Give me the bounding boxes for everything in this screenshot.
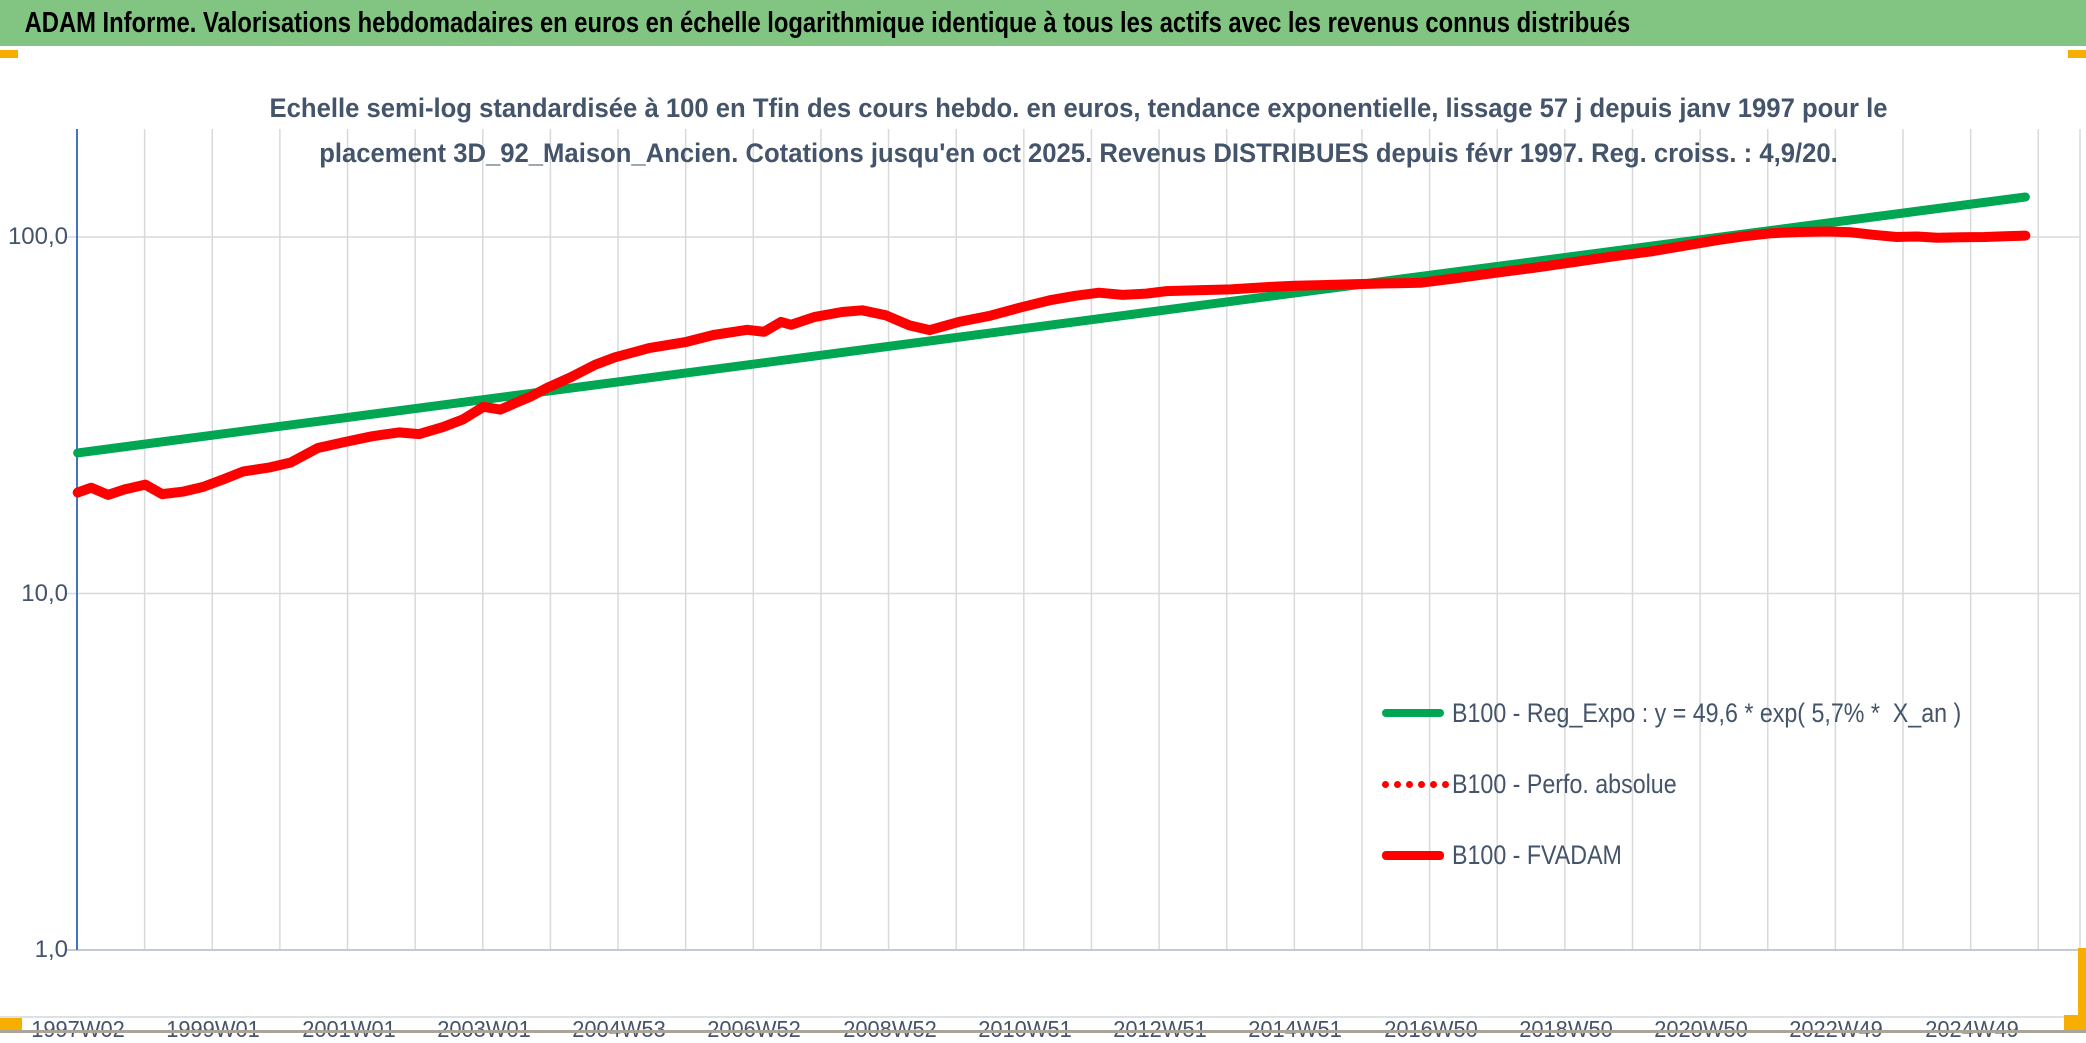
y-tick-label: 100,0 xyxy=(7,223,68,250)
orange-strip-right xyxy=(2078,948,2086,1016)
chart-title-line2: placement 3D_92_Maison_Ancien. Cotations… xyxy=(319,138,1838,168)
legend-entry: B100 - Reg_Expo : y = 49,6 * exp( 5,7% *… xyxy=(1382,690,2044,736)
app-header-title: ADAM Informe. Valorisations hebdomadaire… xyxy=(24,6,1631,39)
legend-entry: B100 - Perfo. absolue xyxy=(1382,761,2044,807)
orange-mark-bottom-right xyxy=(2064,1015,2086,1031)
orange-mark-bottom-left xyxy=(0,1018,22,1031)
chart-title: Echelle semi-log standardisée à 100 en T… xyxy=(77,86,2080,176)
series-line-perfo-absolue xyxy=(75,229,2028,497)
chart-area: Echelle semi-log standardisée à 100 en T… xyxy=(0,58,2086,1042)
y-tick-label: 10,0 xyxy=(21,579,68,607)
legend-label: B100 - Perfo. absolue xyxy=(1452,768,1677,799)
window-bottom-border xyxy=(0,1030,2086,1033)
app-header: ADAM Informe. Valorisations hebdomadaire… xyxy=(0,0,2086,48)
legend-swatch-line-icon xyxy=(1382,850,1448,860)
legend-label: B100 - FVADAM xyxy=(1452,839,1622,870)
legend-swatch-line-icon xyxy=(1382,709,1448,717)
bottom-separator-line xyxy=(0,1016,2086,1018)
legend-entry: B100 - FVADAM xyxy=(1382,832,2044,878)
chart-title-line1: Echelle semi-log standardisée à 100 en T… xyxy=(269,93,1888,123)
series-line-fvadam xyxy=(72,226,2031,500)
chart-legend: B100 - Reg_Expo : y = 49,6 * exp( 5,7% *… xyxy=(1382,690,2044,903)
y-tick-label: 1,0 xyxy=(34,936,68,963)
plot-canvas xyxy=(67,129,2081,951)
legend-label: B100 - Reg_Expo : y = 49,6 * exp( 5,7% *… xyxy=(1452,697,1962,728)
legend-swatch-dotted-line-icon xyxy=(1382,780,1449,788)
